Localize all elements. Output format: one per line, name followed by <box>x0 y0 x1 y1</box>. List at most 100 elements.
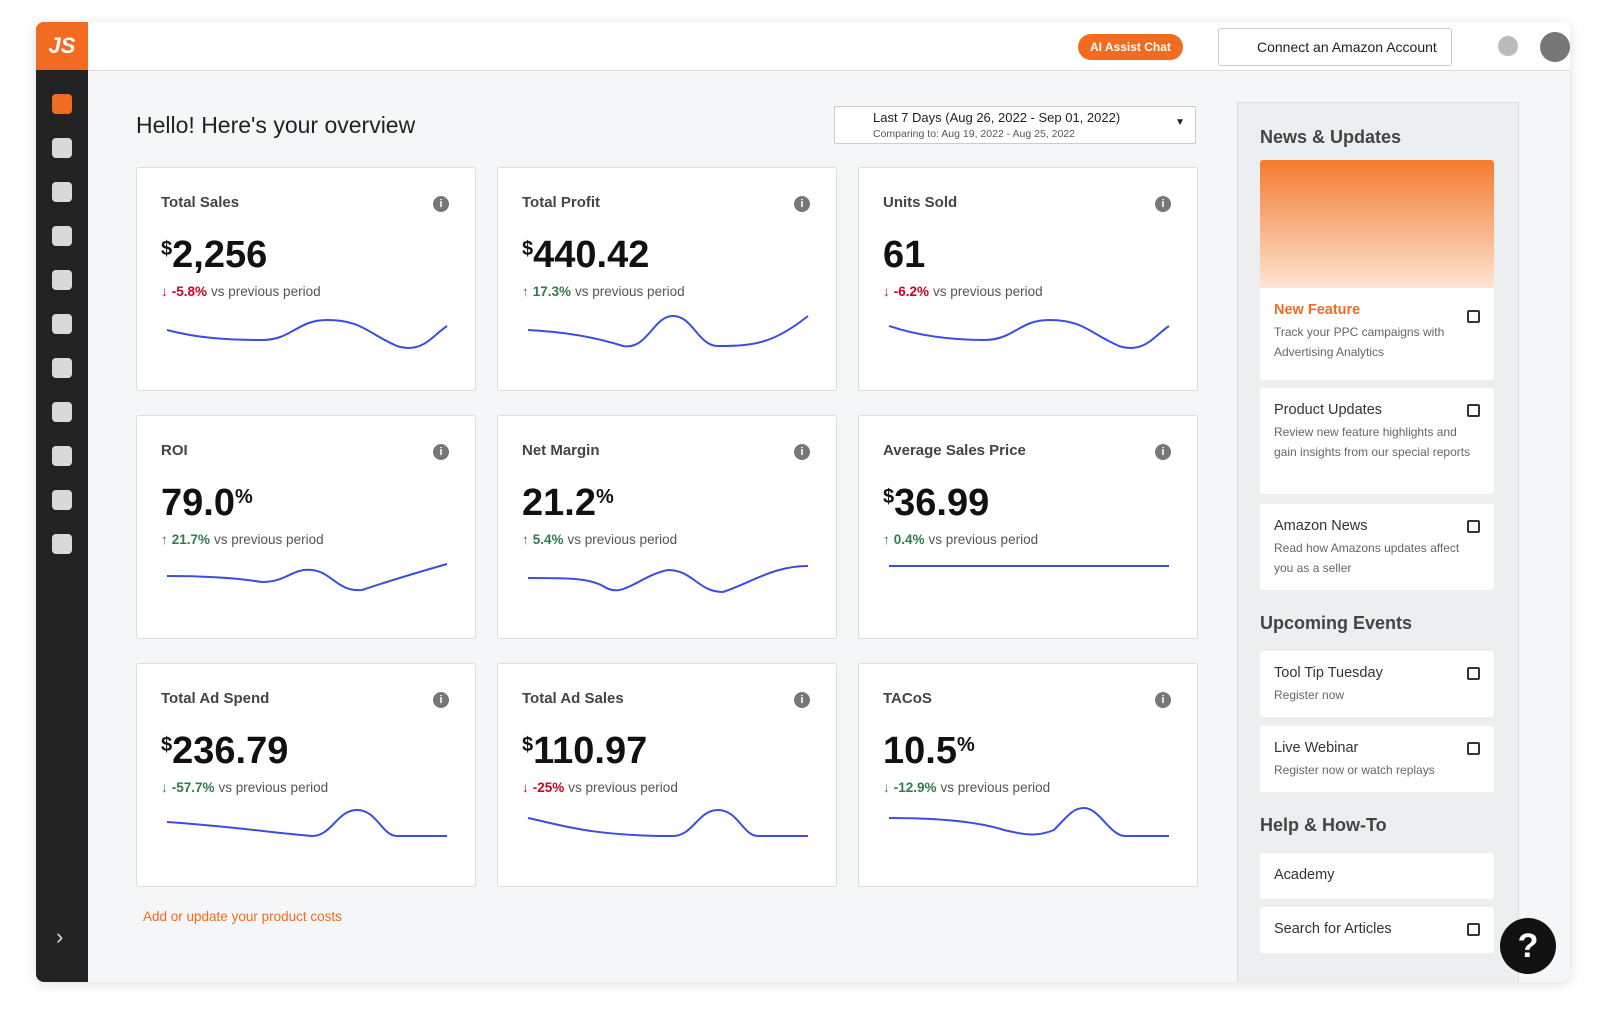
avatar[interactable] <box>1540 32 1570 62</box>
metric-value: $440.42 <box>522 234 649 277</box>
card-title: Total Ad Sales <box>522 690 624 707</box>
item-text: Register now or watch replays <box>1274 763 1435 777</box>
nav-icon[interactable] <box>52 226 72 246</box>
change-row: ↓ -5.8% vs previous period <box>161 284 321 299</box>
sparkline <box>527 314 809 348</box>
external-icon <box>1467 404 1480 417</box>
logo[interactable]: JS <box>36 22 88 70</box>
metric-value: $2,256 <box>161 234 267 277</box>
value-prefix: $ <box>522 238 534 260</box>
help-button[interactable]: ? <box>1500 918 1556 974</box>
ai-chat-button[interactable]: AI Assist Chat <box>1078 34 1183 60</box>
info-icon: i <box>1155 196 1171 212</box>
metric-value: 79.0% <box>161 482 253 525</box>
metric-card: TACoS i 10.5% ↓ -12.9% vs previous period <box>858 663 1198 887</box>
metric-card: Total Profit i $440.42 ↑ 17.3% vs previous pe… <box>497 167 837 391</box>
info-icon: i <box>433 196 449 212</box>
change-note: vs previous period <box>218 780 329 795</box>
section-title: News & Updates <box>1260 127 1402 147</box>
change-row: ↓ -12.9% vs previous period <box>883 780 1050 795</box>
nav-icon[interactable] <box>52 402 72 422</box>
event-item[interactable]: Live Webinar Register now or watch replay… <box>1260 726 1494 792</box>
change-row: ↑ 5.4% vs previous period <box>522 532 677 547</box>
date-range: Last 7 Days (Aug 26, 2022 - Sep 01, 2022… <box>873 110 1121 125</box>
value: 21.2 <box>522 482 596 524</box>
sparkline <box>166 563 448 592</box>
expand[interactable]: › <box>56 924 64 949</box>
external-icon <box>1467 667 1480 680</box>
metric-value: 21.2% <box>522 482 614 525</box>
card-title: TACoS <box>883 690 932 707</box>
sparkline-path <box>166 808 447 838</box>
sparkline-path <box>527 565 809 594</box>
value: 10.5 <box>883 730 957 772</box>
trend-arrow: ↓ <box>883 780 890 795</box>
sparkline-path <box>527 314 809 348</box>
help-item[interactable]: Search for Articles <box>1260 907 1494 953</box>
item-text: Read how Amazons updates affect you as a… <box>1274 541 1460 575</box>
trend-arrow: ↓ <box>161 780 168 795</box>
feature-image <box>1260 160 1494 288</box>
metric-value: $236.79 <box>161 730 288 773</box>
value-prefix: $ <box>161 238 173 260</box>
nav-icon[interactable] <box>52 270 72 290</box>
metric-value: $36.99 <box>883 482 989 525</box>
news-panel: News & Updates New Feature Track your PP… <box>1237 102 1519 982</box>
value-suffix: % <box>595 486 614 508</box>
value-suffix: % <box>956 734 975 756</box>
info-icon: i <box>1155 444 1171 460</box>
value: 79.0 <box>161 482 235 524</box>
nav-icon[interactable] <box>52 534 72 554</box>
item-title: Academy <box>1274 867 1335 883</box>
change-note: vs previous period <box>211 284 321 299</box>
nav-home[interactable] <box>52 94 72 114</box>
change-note: vs previous period <box>928 532 1039 547</box>
nav-icon[interactable] <box>52 182 72 202</box>
product-costs-link[interactable]: Add or update your product costs <box>143 909 342 924</box>
nav-icon[interactable] <box>52 314 72 334</box>
event-item[interactable]: Tool Tip Tuesday Register now <box>1260 651 1494 717</box>
change: -57.7% <box>171 780 215 795</box>
metric-card: Total Ad Spend i $236.79 ↓ -57.7% vs previous… <box>136 663 476 887</box>
sparkline <box>527 808 808 838</box>
value-prefix: $ <box>522 734 534 756</box>
metric-value: 61 <box>883 234 925 277</box>
card-title: Units Sold <box>883 194 958 211</box>
item-text: Register now <box>1274 688 1345 702</box>
feature-text: Track your PPC campaigns with Advertisin… <box>1274 325 1445 359</box>
value: 61 <box>883 234 926 276</box>
sparkline-path <box>166 318 448 349</box>
connect-button[interactable]: Connect an Amazon Account <box>1218 28 1452 66</box>
nav-icon[interactable] <box>52 490 72 510</box>
item-text: Review new feature highlights and gain i… <box>1274 425 1471 459</box>
news-item[interactable]: Product Updates Review new feature highli… <box>1260 388 1494 494</box>
change-note: vs previous period <box>940 780 1051 795</box>
item-title: Product Updates <box>1274 402 1383 418</box>
info-icon: i <box>433 692 449 708</box>
feature-card[interactable]: New Feature Track your PPC campaigns wit… <box>1260 160 1494 380</box>
value: 2,256 <box>172 234 268 276</box>
value-prefix: $ <box>161 734 173 756</box>
notifications[interactable] <box>1498 36 1518 56</box>
nav-icon[interactable] <box>52 138 72 158</box>
change-row: ↑ 21.7% vs previous period <box>161 532 324 547</box>
greeting: Hello! Here's your overview <box>136 112 416 138</box>
section-title: Upcoming Events <box>1260 613 1413 633</box>
nav-icon[interactable] <box>52 358 72 378</box>
app-frame: JS › AI Assist Chat Connect an Amazon Ac… <box>36 22 1570 982</box>
help-item[interactable]: Academy <box>1260 853 1494 899</box>
external-icon <box>1467 742 1480 755</box>
trend-arrow: ↑ <box>522 284 529 299</box>
item-title: Amazon News <box>1274 518 1368 534</box>
metric-card: Net Margin i 21.2% ↑ 5.4% vs previous period <box>497 415 837 639</box>
info-icon: i <box>1155 692 1171 708</box>
sparkline <box>888 318 1170 349</box>
nav-icon[interactable] <box>52 446 72 466</box>
sparkline-path <box>527 808 808 838</box>
date-picker[interactable]: Last 7 Days (Aug 26, 2022 - Sep 01, 2022… <box>834 106 1196 144</box>
change-row: ↑ 0.4% vs previous period <box>883 532 1038 547</box>
item-title: Search for Articles <box>1274 921 1392 937</box>
card-title: Total Profit <box>522 194 601 211</box>
news-item[interactable]: Amazon News Read how Amazons updates affe… <box>1260 504 1494 590</box>
